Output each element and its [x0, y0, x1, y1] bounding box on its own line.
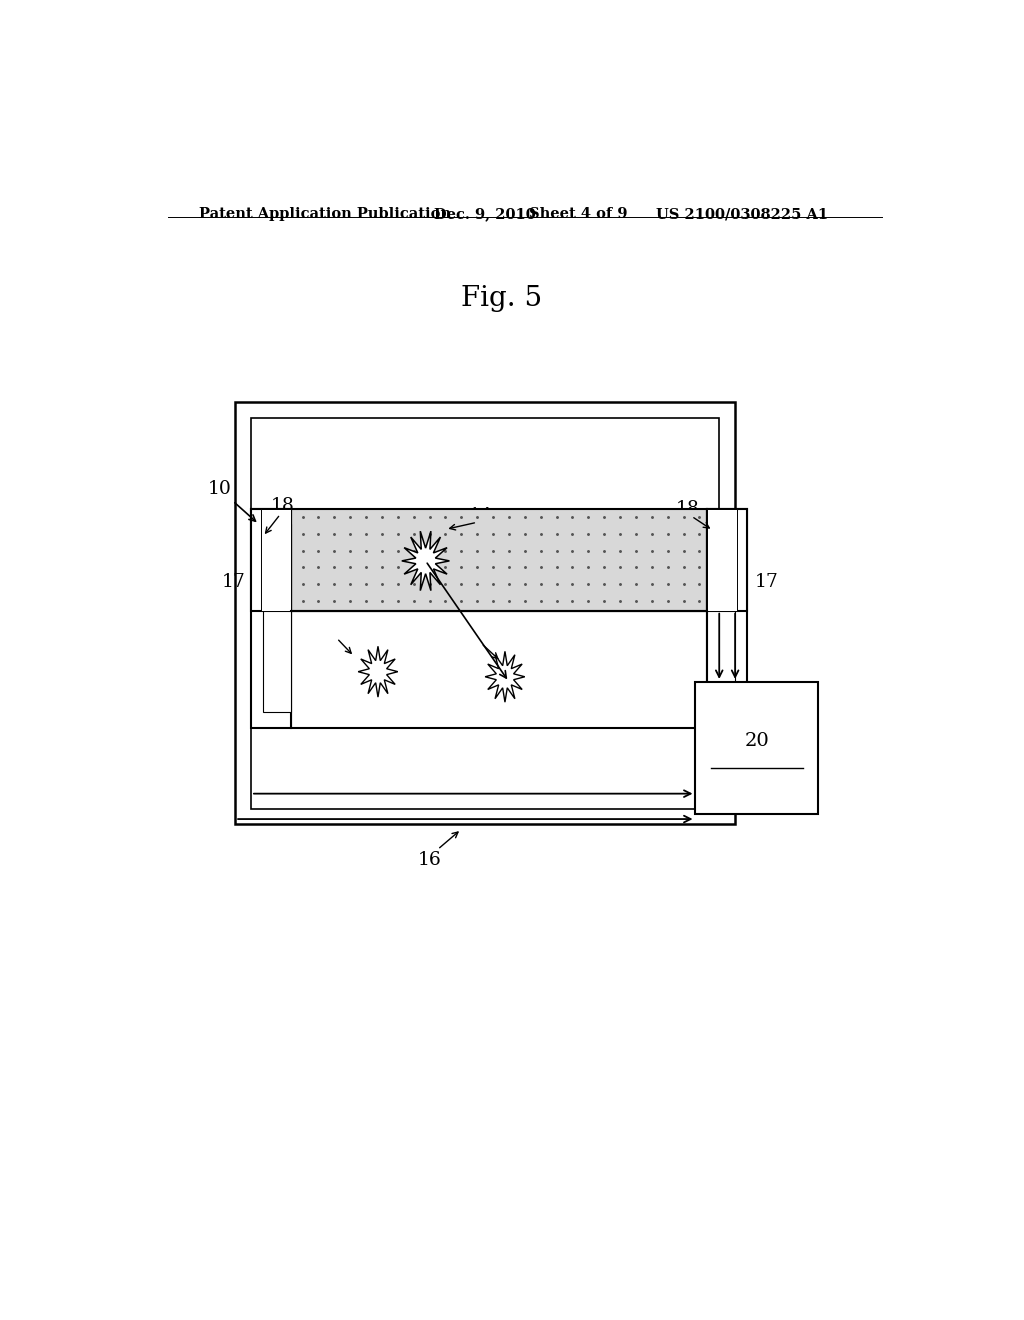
Text: 12: 12	[465, 627, 489, 645]
Text: 1: 1	[325, 622, 336, 640]
Polygon shape	[401, 531, 450, 590]
Text: 20: 20	[744, 733, 769, 750]
Text: 16: 16	[418, 850, 441, 869]
Text: 17: 17	[221, 573, 246, 591]
Bar	[291, 611, 708, 727]
Bar	[251, 417, 719, 809]
Text: 18: 18	[270, 498, 295, 515]
Text: US 2100/0308225 A1: US 2100/0308225 A1	[655, 207, 827, 222]
Bar	[260, 510, 291, 611]
Text: 17: 17	[612, 630, 636, 647]
Bar	[695, 682, 818, 814]
Bar	[708, 510, 748, 611]
Polygon shape	[358, 647, 397, 697]
Text: 17: 17	[255, 630, 279, 647]
Bar	[263, 524, 291, 713]
Text: 17: 17	[755, 573, 779, 591]
Bar	[251, 510, 291, 611]
Text: 18: 18	[676, 500, 699, 517]
Bar	[708, 510, 737, 611]
Bar	[251, 510, 291, 727]
Bar	[708, 524, 735, 713]
Bar	[236, 403, 735, 824]
Text: Sheet 4 of 9: Sheet 4 of 9	[528, 207, 628, 222]
Bar	[708, 510, 748, 727]
Bar	[291, 510, 708, 611]
Polygon shape	[485, 651, 524, 702]
Text: Patent Application Publication: Patent Application Publication	[200, 207, 452, 222]
Text: 10: 10	[207, 479, 231, 498]
Text: Dec. 9, 2010: Dec. 9, 2010	[433, 207, 536, 222]
Text: 14: 14	[469, 507, 494, 525]
Text: Fig. 5: Fig. 5	[461, 285, 543, 313]
